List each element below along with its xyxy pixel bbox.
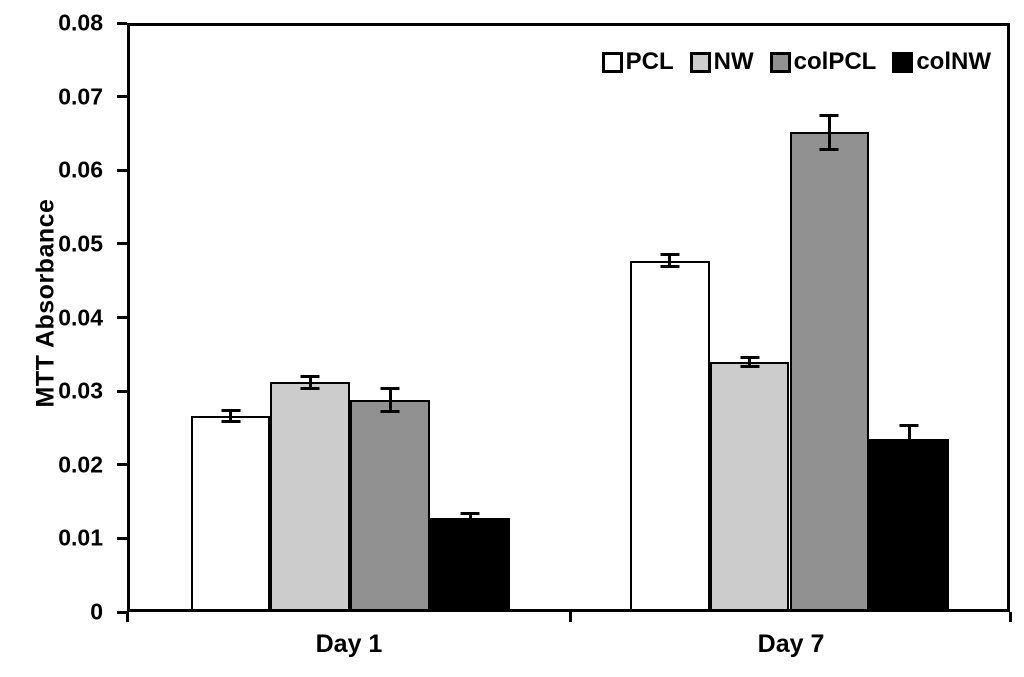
legend: PCL NW colPCL colNW bbox=[601, 48, 991, 75]
error-bar-cap-bottom bbox=[460, 520, 480, 524]
error-bar-line bbox=[827, 114, 831, 151]
y-tick-label: 0 bbox=[90, 598, 103, 625]
error-bar-cap-bottom bbox=[660, 264, 680, 268]
y-tick-mark bbox=[117, 316, 127, 319]
legend-swatch-colpcl-icon bbox=[769, 51, 791, 73]
error-bar bbox=[819, 114, 839, 151]
y-tick-label: 0.03 bbox=[58, 377, 103, 404]
error-bar bbox=[300, 375, 320, 390]
y-tick-mark bbox=[117, 242, 127, 246]
y-tick-mark bbox=[117, 21, 127, 25]
y-tick-label: 0.07 bbox=[58, 83, 103, 110]
bar-colnw-2 bbox=[869, 439, 950, 609]
error-bar-line bbox=[907, 423, 911, 455]
error-bar-cap-bottom bbox=[221, 420, 240, 424]
error-bar bbox=[380, 386, 400, 413]
error-bar-cap-top bbox=[660, 253, 680, 257]
error-bar bbox=[740, 356, 759, 368]
y-tick-label: 0.08 bbox=[58, 9, 103, 36]
legend-swatch-colnw-icon bbox=[892, 51, 914, 73]
error-bar-cap-bottom bbox=[740, 364, 759, 368]
bar-colnw-1 bbox=[430, 517, 511, 609]
y-tick-label: 0.04 bbox=[58, 304, 103, 330]
legend-entry-nw: NW bbox=[689, 48, 754, 75]
y-tick-mark bbox=[117, 95, 127, 99]
y-tick-mark bbox=[117, 536, 127, 540]
x-category-label: Day 1 bbox=[315, 630, 383, 658]
y-tick-label: 0.01 bbox=[58, 524, 103, 551]
legend-entry-pcl: PCL bbox=[601, 48, 674, 75]
error-bar bbox=[660, 253, 680, 268]
error-bar bbox=[221, 408, 240, 424]
legend-swatch-nw-icon bbox=[689, 51, 711, 73]
legend-label: PCL bbox=[625, 48, 674, 75]
legend-entry-colnw: colNW bbox=[892, 50, 991, 74]
error-bar-cap-top bbox=[740, 356, 759, 360]
x-tick-mark bbox=[125, 612, 129, 622]
bar-pcl-1 bbox=[190, 415, 271, 609]
bar-colpcl-1 bbox=[350, 399, 431, 609]
error-bar-cap-top bbox=[221, 408, 240, 412]
bar-nw-1 bbox=[270, 382, 351, 609]
bar-pcl-2 bbox=[629, 260, 710, 609]
error-bar-cap-top bbox=[460, 512, 480, 516]
y-tick-mark bbox=[117, 168, 127, 172]
error-bar-cap-bottom bbox=[380, 409, 400, 413]
error-bar-cap-top bbox=[300, 375, 320, 379]
error-bar-line bbox=[308, 375, 312, 390]
legend-label: NW bbox=[713, 48, 754, 75]
error-bar-cap-top bbox=[380, 386, 400, 390]
legend-swatch-pcl-icon bbox=[601, 51, 623, 73]
y-tick-label: 0.05 bbox=[58, 230, 103, 257]
error-bar-line bbox=[388, 386, 392, 413]
y-axis: 0 0.01 0.02 0.03 0.04 0.05 0.06 0.07 0.08 bbox=[0, 11, 127, 623]
error-bar-line bbox=[468, 512, 472, 524]
legend-label: colNW bbox=[916, 48, 991, 75]
y-tick-label: 0.06 bbox=[58, 156, 103, 183]
error-bar-cap-top bbox=[899, 423, 919, 427]
error-bar bbox=[460, 512, 480, 524]
x-tick-mark bbox=[568, 612, 572, 622]
error-bar-cap-bottom bbox=[899, 451, 919, 455]
y-tick-label: 0.02 bbox=[58, 451, 103, 478]
error-bar-line bbox=[748, 356, 751, 368]
x-category-label: Day 7 bbox=[757, 630, 825, 658]
error-bar bbox=[899, 423, 919, 455]
bar-nw-2 bbox=[709, 361, 790, 609]
error-bar-cap-bottom bbox=[300, 386, 320, 390]
plot-area: PCL NW colPCL colNW bbox=[127, 23, 1010, 612]
legend-entry-colpcl: colPCL bbox=[769, 48, 877, 75]
error-bar-cap-bottom bbox=[819, 147, 839, 151]
legend-label: colPCL bbox=[793, 48, 877, 75]
error-bar-cap-top bbox=[819, 114, 839, 118]
x-tick-mark bbox=[1008, 612, 1012, 622]
bar-colpcl-2 bbox=[789, 132, 870, 609]
y-tick-mark bbox=[117, 463, 127, 467]
error-bar-line bbox=[668, 253, 672, 268]
error-bar-line bbox=[229, 408, 232, 424]
y-tick-mark bbox=[117, 389, 127, 393]
y-tick-mark bbox=[117, 610, 127, 614]
